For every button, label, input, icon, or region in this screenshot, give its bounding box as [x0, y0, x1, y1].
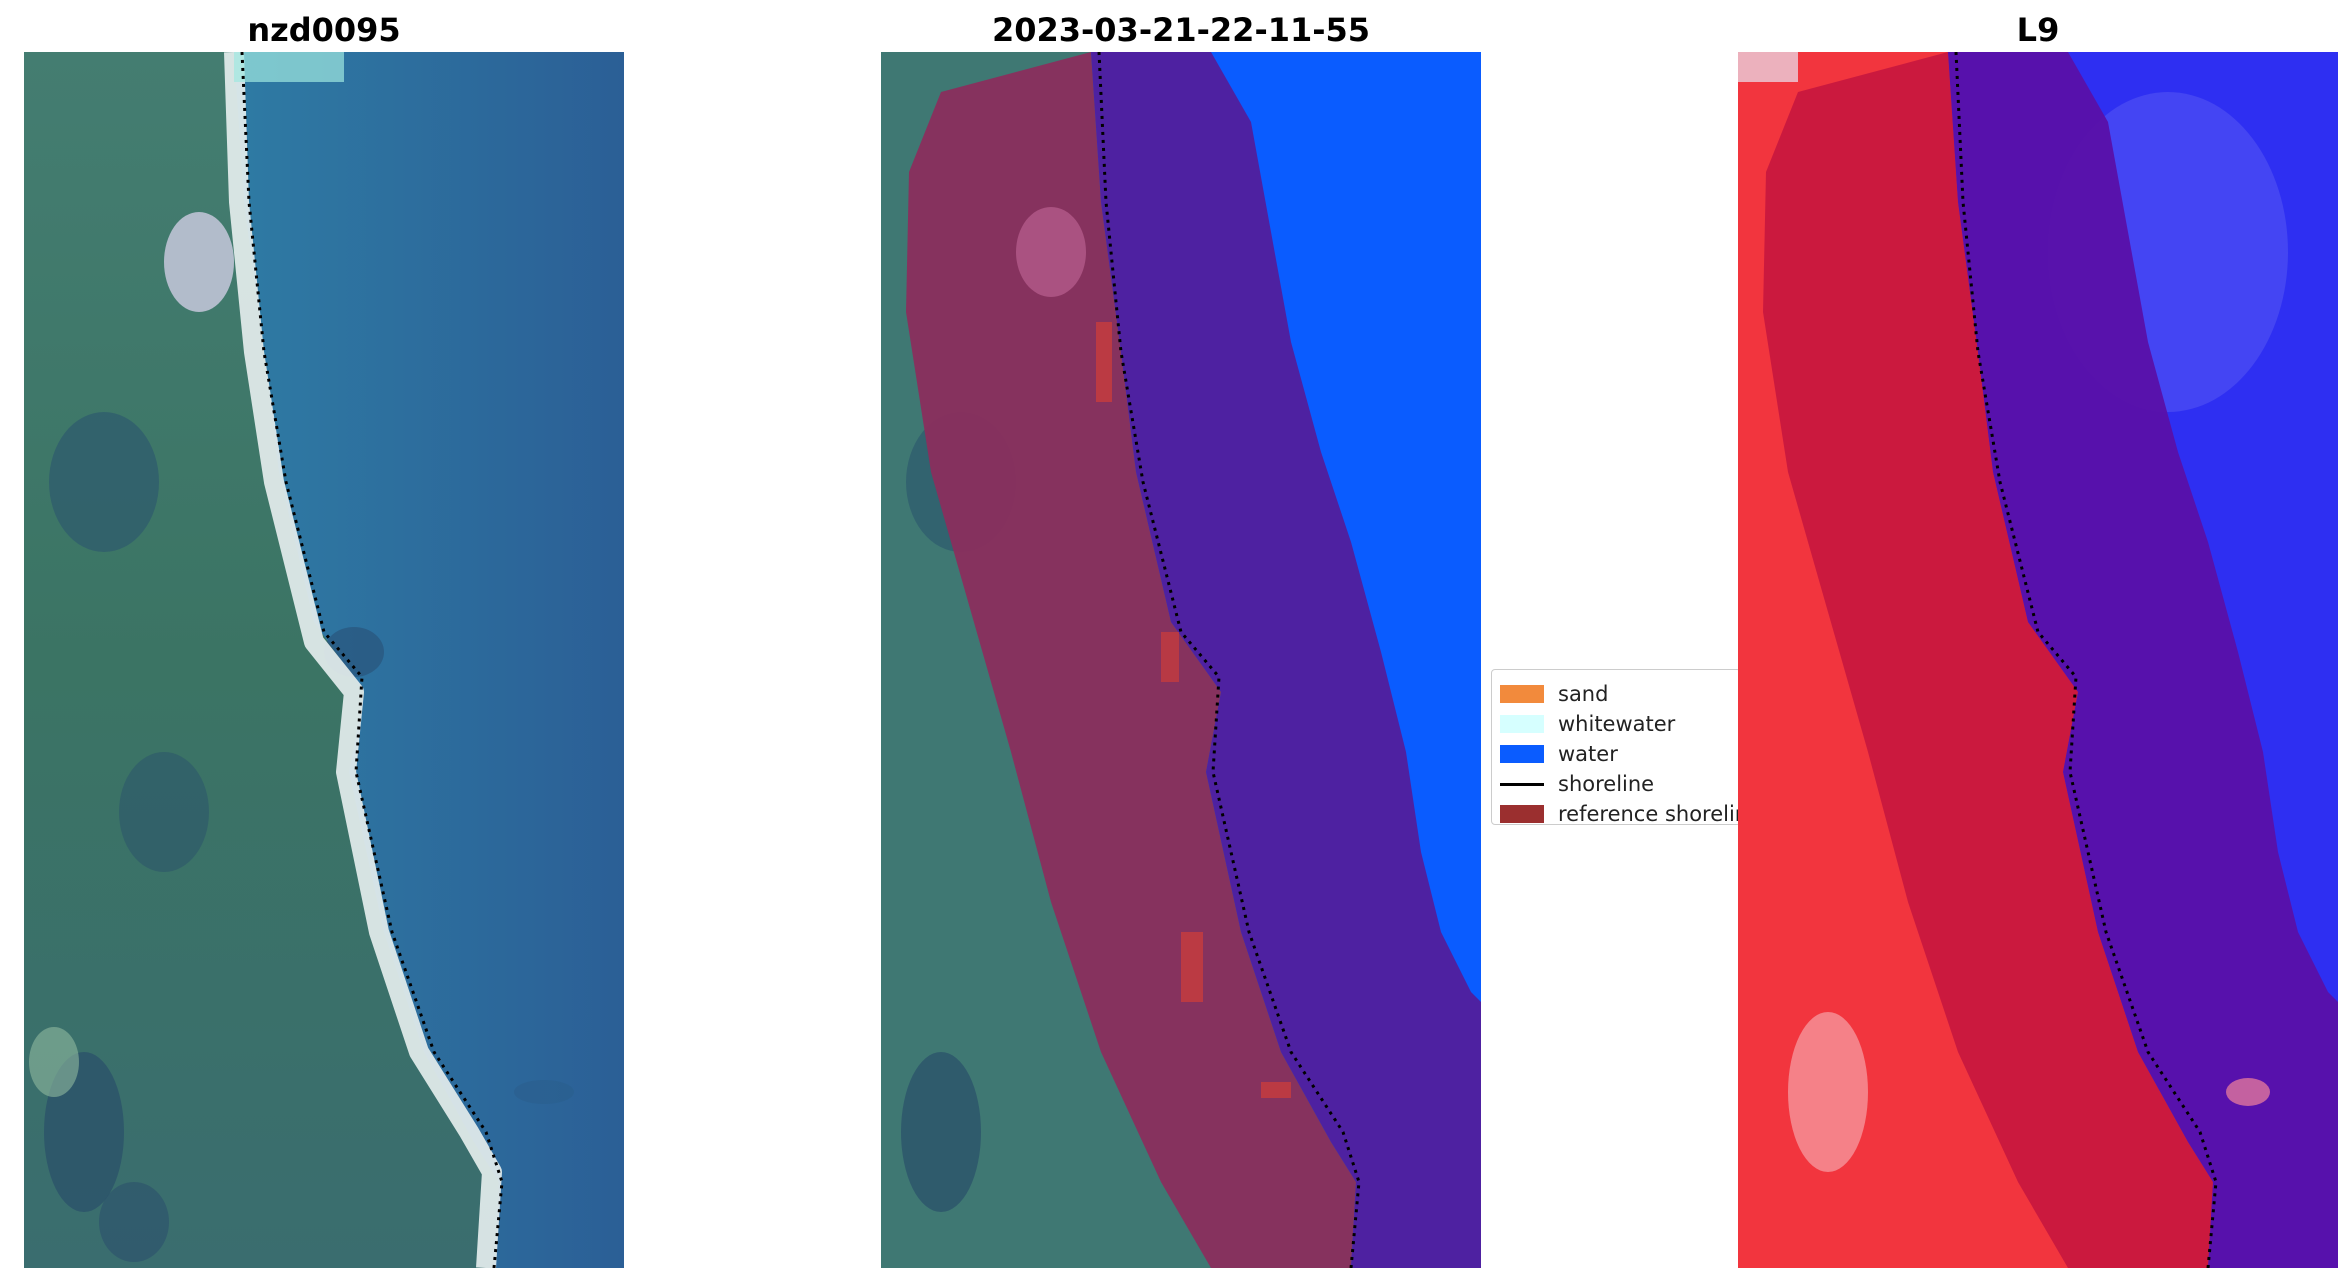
reference-shoreline-segment — [1181, 932, 1203, 1002]
ir-bright-patch — [1788, 1012, 1868, 1172]
legend-line-sample — [1500, 782, 1544, 786]
dark-patch — [119, 752, 209, 872]
shoreline-line — [240, 52, 504, 1268]
reference-shoreline-segment — [1096, 322, 1112, 402]
legend-swatch — [1500, 685, 1544, 703]
panel-title-site: nzd0095 — [247, 11, 401, 49]
bright-patch — [164, 212, 234, 312]
classified-image — [881, 52, 1481, 1268]
ir-corner-patch — [1738, 52, 1798, 82]
legend-label: water — [1558, 742, 1618, 766]
reference-shoreline-segment — [1161, 632, 1179, 682]
buffer-land-overlay — [906, 52, 1356, 1268]
legend-label: reference shoreline — [1558, 802, 1741, 825]
reference-shoreline-segment — [1261, 1082, 1291, 1098]
legend-swatch — [1500, 715, 1544, 733]
legend-item-sand: sand — [1500, 680, 1608, 708]
dark-patch — [514, 1080, 574, 1104]
ir-buffer-land-overlay — [1763, 52, 2213, 1268]
beach-strip — [224, 52, 502, 1268]
dark-patch — [99, 1182, 169, 1262]
legend-item-shoreline: shoreline — [1500, 770, 1654, 798]
legend-label: sand — [1558, 682, 1609, 706]
ir-bright-patch — [2226, 1078, 2270, 1106]
panel-title-date: 2023-03-21-22-11-55 — [991, 11, 1371, 49]
legend-label: whitewater — [1558, 712, 1676, 736]
infrared-image — [1738, 52, 2338, 1268]
rgb-satellite-image — [24, 52, 624, 1268]
bright-patch — [29, 1027, 79, 1097]
ir-buffer-water-overlay — [1948, 52, 2338, 1268]
infrared-panel — [1738, 52, 2338, 1268]
classification-panel — [881, 52, 1481, 1268]
legend: sand whitewater water shoreline referenc… — [1491, 669, 1741, 825]
legend-swatch — [1500, 805, 1544, 823]
shoreline-line — [1954, 52, 2218, 1268]
buffer-water-overlay — [1091, 52, 1481, 1268]
legend-label: shoreline — [1558, 772, 1655, 796]
dark-patch — [49, 412, 159, 552]
bright-patch — [1016, 207, 1086, 297]
legend-item-reference-shoreline: reference shoreline — [1500, 800, 1741, 825]
dark-patch — [901, 1052, 981, 1212]
panel-title-satellite: L9 — [2016, 11, 2060, 49]
whitewater-patch — [234, 52, 344, 82]
legend-item-whitewater: whitewater — [1500, 710, 1675, 738]
shoreline-line — [1097, 52, 1361, 1268]
legend-swatch — [1500, 745, 1544, 763]
legend-item-water: water — [1500, 740, 1618, 768]
rgb-image-panel — [24, 52, 624, 1268]
